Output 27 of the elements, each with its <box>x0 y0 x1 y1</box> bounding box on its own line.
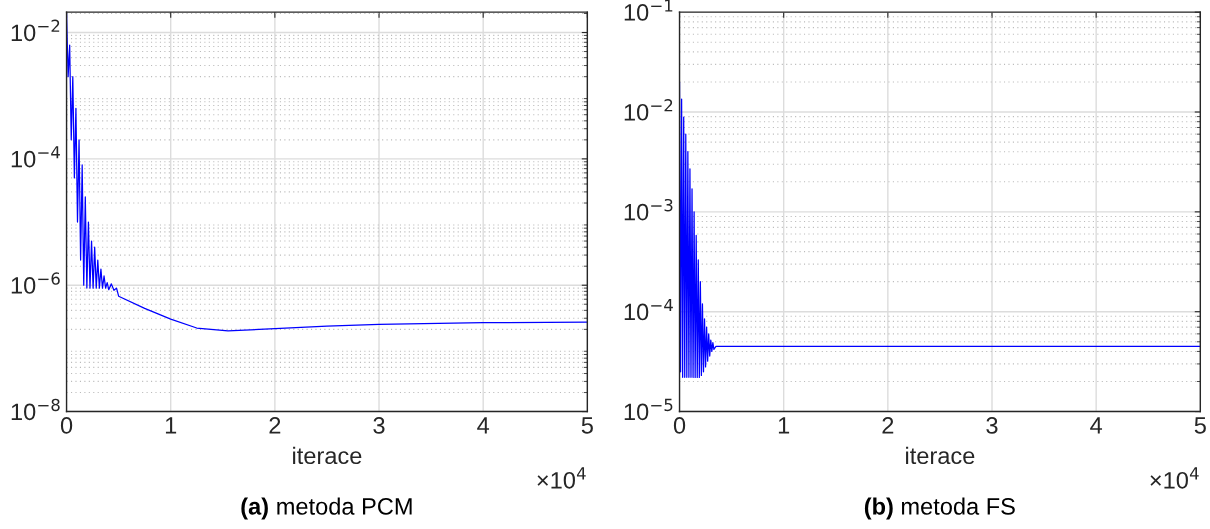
y-tick-label: 10$^{−8}$ <box>11 398 60 421</box>
x-tick-label: 3 <box>986 417 998 434</box>
x-tick-label: 0 <box>673 417 686 434</box>
x-tick-label: 3 <box>373 417 385 434</box>
text: ×10$^{4}$ <box>537 467 586 489</box>
x-tick-label: 2 <box>882 417 894 434</box>
x-tick-label: 5 <box>1194 417 1206 434</box>
x-tick-label: 2 <box>269 417 281 434</box>
x-tick-label: 1 <box>165 417 177 434</box>
y-tick-label: 10$^{−4}$ <box>11 146 60 168</box>
y-tick-label: 10$^{−1}$ <box>624 0 673 21</box>
x-tick-label: 1 <box>778 417 790 434</box>
text: ×10$^{4}$ <box>1150 467 1199 489</box>
y-tick-label: 10$^{−4}$ <box>624 299 673 321</box>
x-axis-title: iterace <box>906 446 975 465</box>
y-tick-label: 10$^{−5}$ <box>624 398 673 421</box>
x-tick-label: 4 <box>477 417 490 434</box>
y-tick-label: 10$^{−2}$ <box>624 99 673 121</box>
text: (b) metoda FS <box>864 497 1015 520</box>
x-axis-title: iterace <box>293 446 362 465</box>
y-tick-label: 10$^{−6}$ <box>11 272 60 294</box>
x-tick-label: 4 <box>1090 417 1103 434</box>
y-tick-label: 10$^{−2}$ <box>11 19 60 42</box>
x-tick-label: 0 <box>60 417 73 434</box>
y-tick-label: 10$^{−3}$ <box>624 198 673 221</box>
text: (a) metoda PCM <box>241 497 412 520</box>
x-tick-label: 5 <box>581 417 593 434</box>
